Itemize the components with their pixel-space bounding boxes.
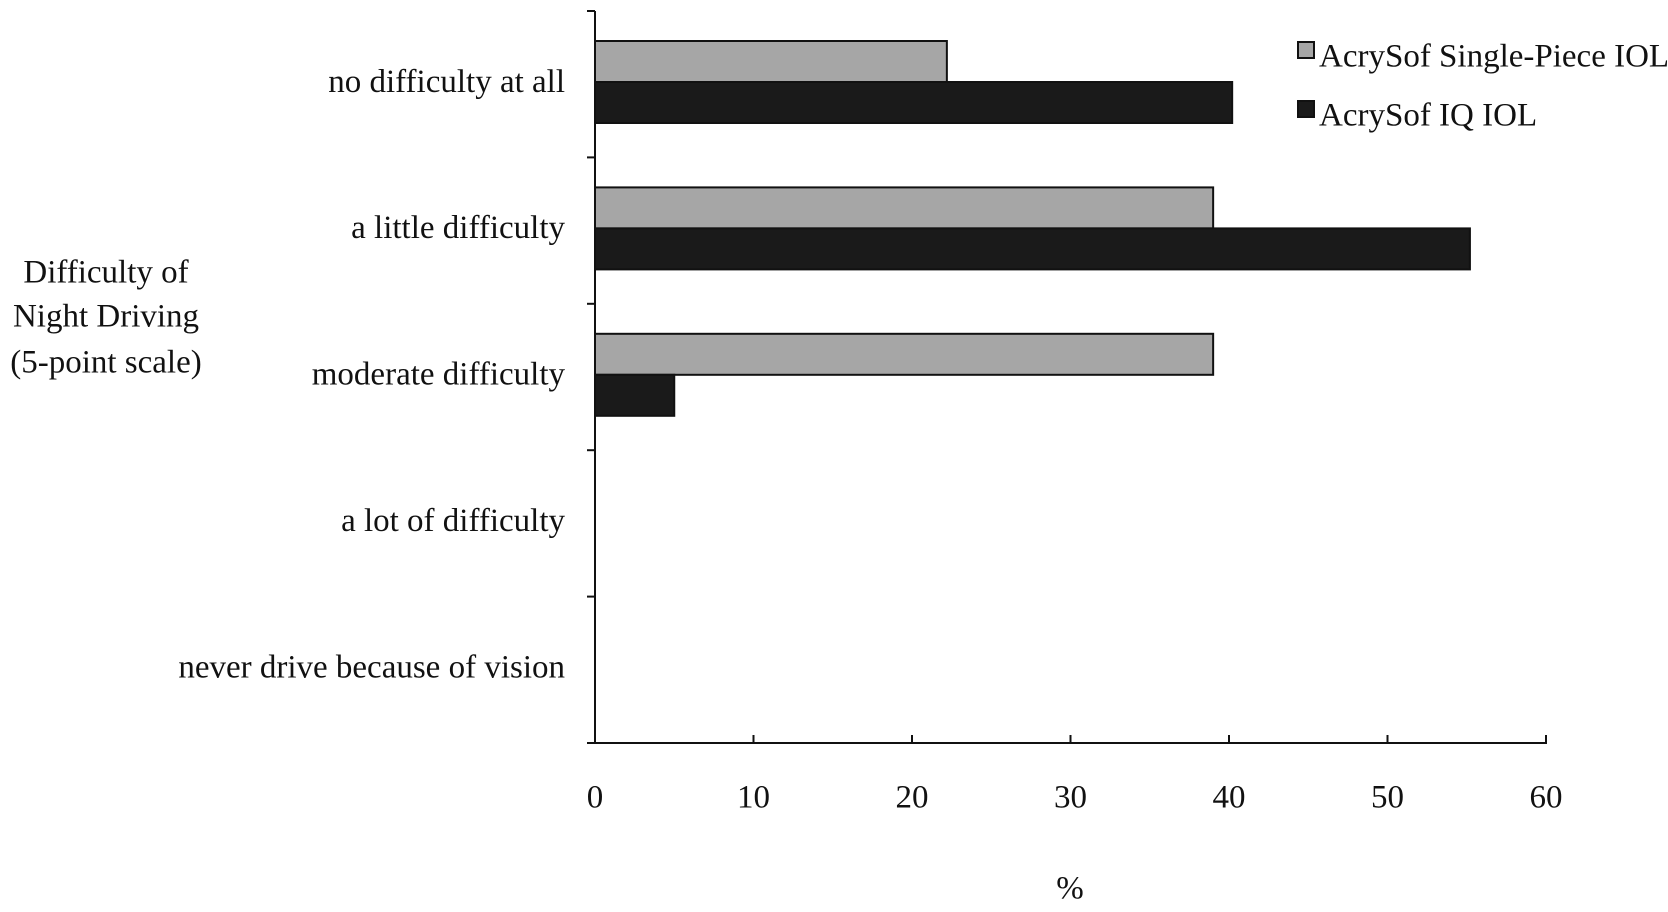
y-axis-label: Difficulty of <box>23 255 188 291</box>
bar <box>594 332 1215 376</box>
y-axis-label: (5-point scale) <box>10 345 202 381</box>
y-axis-label: Night Driving <box>13 299 199 335</box>
y-tick-label: a lot of difficulty <box>341 503 565 539</box>
bar <box>594 373 676 417</box>
y-tick-label: never drive because of vision <box>178 649 565 685</box>
x-tick-label: 20 <box>896 780 929 816</box>
y-tick-label: a little difficulty <box>351 210 565 246</box>
x-tick-label: 30 <box>1054 780 1087 816</box>
bar <box>594 227 1471 271</box>
bar <box>594 40 948 83</box>
y-tick-label: no difficulty at all <box>328 64 565 100</box>
bar <box>594 81 1234 124</box>
x-tick-label: 0 <box>587 780 604 816</box>
legend-label: AcrySof IQ IOL <box>1319 98 1537 134</box>
x-axis-label: % <box>1056 871 1084 907</box>
legend-label: AcrySof Single-Piece IOL <box>1319 39 1668 75</box>
y-tick-label: moderate difficulty <box>312 357 566 393</box>
legend-swatch <box>1297 100 1315 118</box>
bar <box>594 186 1215 230</box>
x-tick-label: 60 <box>1530 780 1563 816</box>
legend-swatch <box>1297 41 1315 59</box>
x-tick-label: 50 <box>1371 780 1404 816</box>
x-tick-label: 10 <box>737 780 770 816</box>
x-tick-label: 40 <box>1213 780 1246 816</box>
